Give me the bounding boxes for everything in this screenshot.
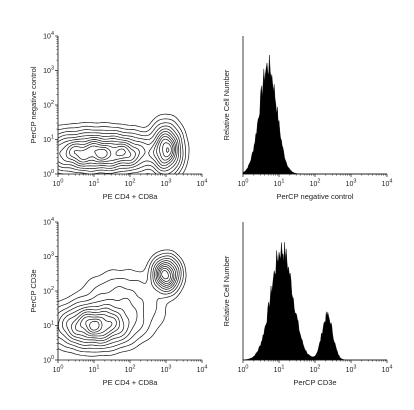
x-tick-label: 102 [125,365,136,375]
x-tick-label: 103 [346,179,357,189]
x-axis-label: PerCP negative control [277,192,354,201]
y-axis-label: PerCP CD3e [29,269,38,312]
x-tick-label: 100 [53,365,64,375]
y-tick-label: 104 [43,31,54,41]
y-tick-label: 101 [43,135,54,145]
contour-line [57,130,178,169]
contour-line [65,135,175,165]
x-tick-label: 104 [197,365,208,375]
x-tick-label: 100 [238,365,249,375]
contour-line [73,142,172,161]
panel-top-right: 100 101 102 103 104 PerCP negative control Rel… [222,36,392,201]
y-axis-label: PerCP negative control [29,66,38,143]
x-tick-label: 100 [53,179,64,189]
x-tick-label: 101 [274,179,285,189]
contour-line [57,249,187,357]
x-tick-label: 104 [382,179,393,189]
contour-line [57,122,184,175]
contour-line [57,113,190,175]
x-tick-label: 104 [382,365,393,375]
contour-line [80,267,171,335]
contour-line [57,125,182,175]
contour-line [89,320,100,331]
y-axis-label: Relative Cell Number [222,69,231,140]
y-tick-label: 103 [43,66,54,76]
contour-line [57,128,180,172]
contour-line [85,270,169,333]
x-axis-label: PE CD4 + CD8a [103,192,159,201]
contour-line [57,255,182,350]
x-axis-label: PE CD4 + CD8a [103,378,159,387]
panel-top-left: 100 101 102 103 104 100 101 102 103 104 PE CD4 + C… [29,31,207,201]
contour-line [75,266,173,337]
contour-line [57,252,184,353]
panel-bottom-left: 100 101 102 103 104 100 101 102 103 104 PE CD4 + C… [29,217,207,387]
contour-line [69,138,174,163]
x-tick-label: 101 [274,365,285,375]
contour-line [71,264,175,339]
x-tick-label: 101 [89,179,100,189]
y-tick-label: 101 [43,321,54,331]
histogram-area [242,242,387,361]
y-tick-label: 100 [43,355,54,365]
y-tick-label: 102 [43,100,54,110]
x-tick-label: 102 [125,179,136,189]
x-tick-label: 103 [161,365,172,375]
contour-line [66,262,176,342]
y-tick-label: 103 [43,252,54,262]
contour-line [59,133,177,167]
panel-bottom-right: 100 101 102 103 104 PerCP CD3e Relative Cell N… [222,222,392,387]
x-tick-label: 104 [197,179,208,189]
contour-line [62,260,178,344]
x-tick-label: 100 [238,179,249,189]
x-tick-label: 101 [89,365,100,375]
x-tick-label: 103 [346,365,357,375]
contour-line [94,147,170,159]
y-tick-label: 102 [43,286,54,296]
x-tick-label: 102 [310,179,321,189]
x-axis-label: PerCP CD3e [293,378,336,387]
histogram-area [242,55,387,175]
x-tick-label: 103 [161,179,172,189]
y-tick-label: 104 [43,217,54,227]
contour-line [58,257,180,347]
y-axis-label: Relative Cell Number [222,255,231,326]
x-tick-label: 102 [310,365,321,375]
y-tick-label: 100 [43,169,54,179]
